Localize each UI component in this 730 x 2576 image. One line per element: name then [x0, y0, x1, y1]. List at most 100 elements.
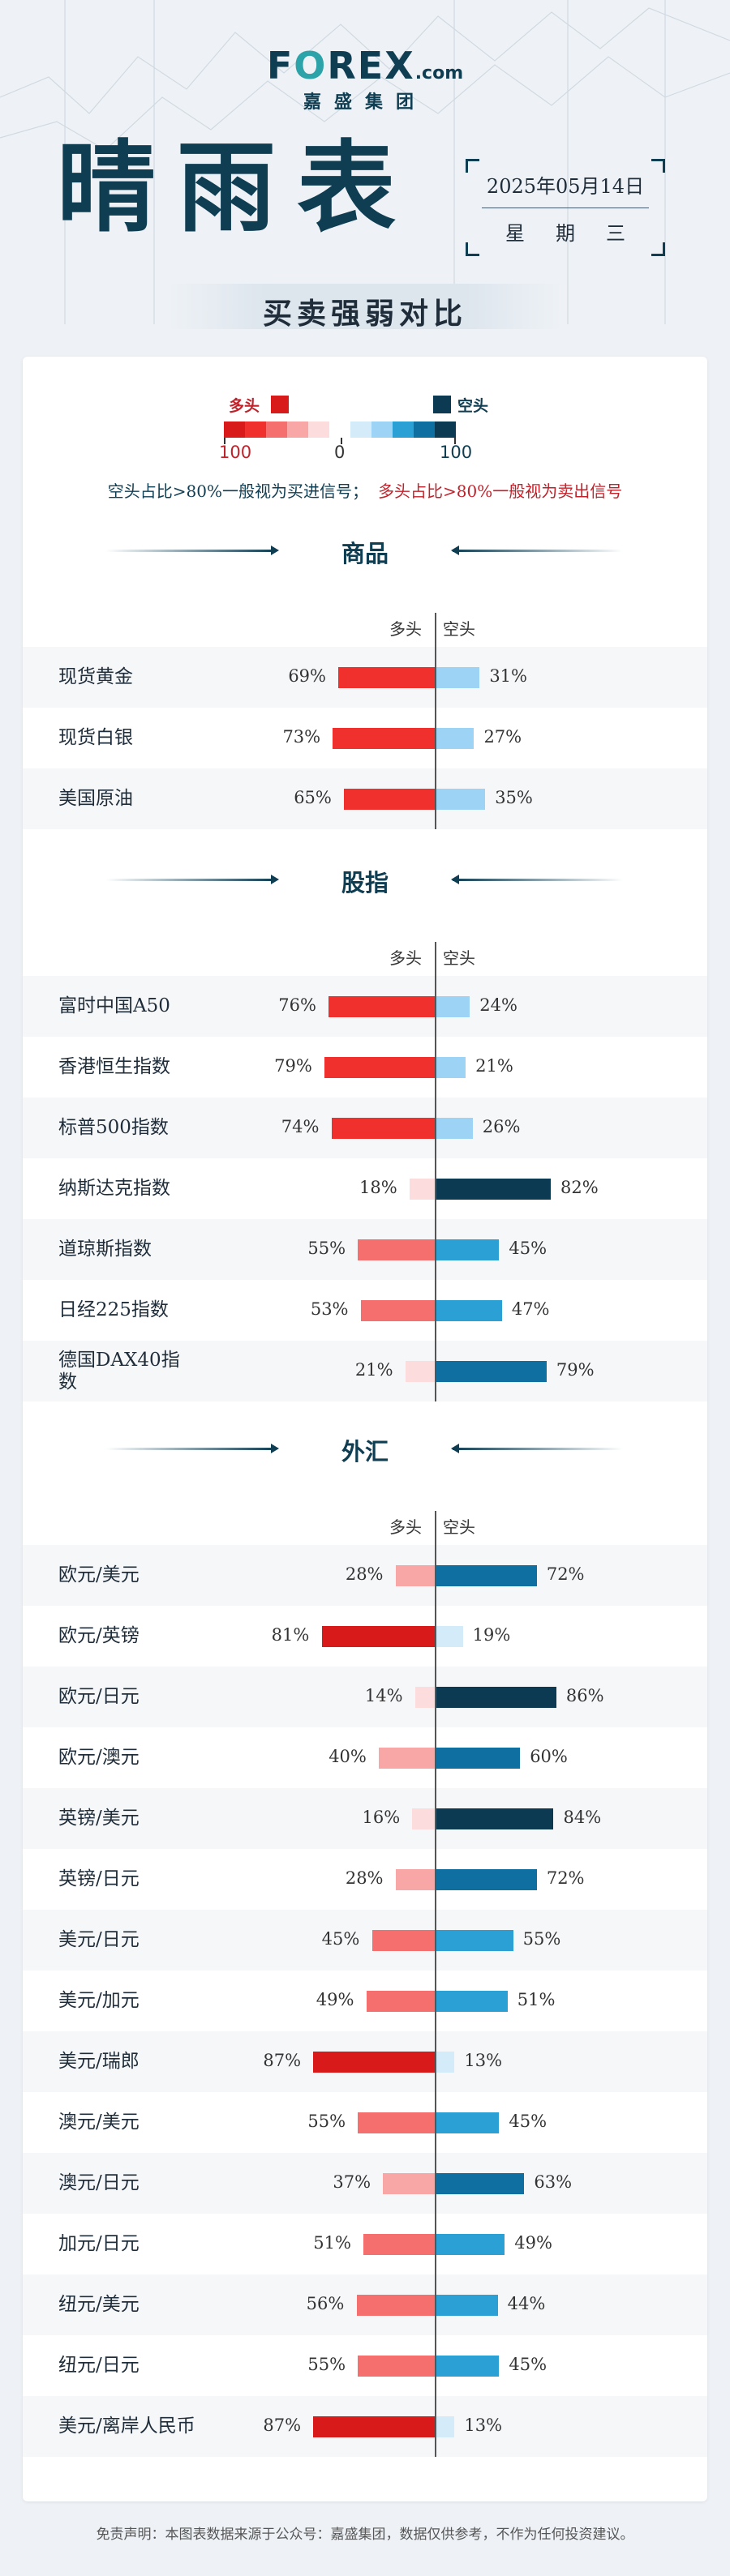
header: FOREX.com 嘉盛集团 晴雨表 2025年05月14日 星期三 买卖强弱对… [0, 0, 730, 349]
short-bar [436, 2295, 498, 2316]
short-bar [436, 1565, 537, 1586]
long-bar [360, 1300, 435, 1321]
long-percent-label: 65% [294, 788, 332, 807]
table-row: 美元/离岸人民币 87% 13% [23, 2396, 707, 2457]
long-percent-label: 76% [278, 995, 316, 1015]
short-bar [436, 1179, 552, 1200]
title-rule-right [453, 550, 623, 552]
content-card [23, 357, 707, 2501]
center-axis [435, 613, 436, 829]
instrument-name: 香港恒生指数 [58, 1056, 170, 1078]
long-percent-label: 55% [307, 2355, 346, 2374]
page-title: 晴雨表 [57, 129, 417, 246]
short-bar [436, 2052, 455, 2073]
long-bar [379, 1748, 435, 1769]
title-rule-left [105, 879, 276, 881]
weekday-text: 星期三 [505, 222, 656, 245]
short-bar [436, 1118, 473, 1139]
subtitle: 买卖强弱对比 [262, 297, 467, 331]
long-bar [358, 1239, 435, 1260]
column-header-short: 空头 [443, 619, 475, 639]
table-row: 香港恒生指数 79% 21% [23, 1037, 707, 1098]
legend-gradient-step [266, 421, 287, 438]
table-row: 道琼斯指数 55% 45% [23, 1219, 707, 1280]
table-row: 英镑/日元 28% 72% [23, 1849, 707, 1910]
long-percent-label: 53% [310, 1299, 349, 1319]
title-rule-right [453, 1448, 623, 1450]
long-bar [331, 1118, 435, 1139]
color-legend: 多头 空头 100 0 100 [219, 394, 508, 462]
short-bar [436, 1300, 502, 1321]
long-percent-label: 18% [359, 1178, 397, 1197]
long-percent-label: 87% [263, 2416, 302, 2435]
table-row: 标普500指数 74% 26% [23, 1098, 707, 1158]
short-percent-label: 31% [489, 666, 527, 686]
instrument-name: 道琼斯指数 [58, 1239, 152, 1260]
short-percent-label: 84% [563, 1808, 602, 1827]
instrument-name: 标普500指数 [58, 1117, 169, 1139]
short-percent-label: 60% [530, 1747, 568, 1766]
short-percent-label: 13% [464, 2051, 503, 2070]
short-percent-label: 72% [546, 1868, 585, 1888]
title-arrow-left [271, 1444, 279, 1453]
table-row: 纽元/日元 55% 45% [23, 2335, 707, 2396]
legend-gradient-step [393, 421, 414, 438]
long-percent-label: 56% [306, 2294, 345, 2313]
short-bar [436, 1626, 463, 1647]
long-bar [363, 2234, 435, 2255]
title-rule-left [105, 550, 276, 552]
short-bar [436, 2416, 455, 2437]
long-percent-label: 28% [345, 1564, 384, 1584]
short-percent-label: 49% [514, 2233, 552, 2253]
column-header-long: 多头 [389, 619, 422, 639]
long-percent-label: 40% [328, 1747, 367, 1766]
column-header-long: 多头 [389, 948, 422, 968]
long-bar [333, 728, 435, 749]
table-row: 欧元/美元 28% 72% [23, 1545, 707, 1606]
instrument-name: 澳元/美元 [58, 2112, 140, 2133]
short-percent-label: 24% [479, 995, 517, 1015]
instrument-name: 欧元/英镑 [58, 1625, 140, 1647]
long-bar [324, 1057, 435, 1078]
date-text: 2025年05月14日 [486, 175, 645, 198]
table-row: 欧元/英镑 81% 19% [23, 1606, 707, 1667]
instrument-name: 美元/加元 [58, 1990, 140, 2012]
long-percent-label: 37% [333, 2172, 371, 2192]
short-percent-label: 26% [482, 1117, 521, 1136]
table-row: 美元/日元 45% 55% [23, 1910, 707, 1971]
section-title: 外汇 [0, 1433, 730, 1466]
long-bar [313, 2052, 435, 2073]
legend-max-label: 100 [440, 443, 473, 462]
forex-logo[interactable]: FOREX.com [266, 44, 464, 88]
long-bar [366, 1991, 435, 2012]
short-bar [436, 2112, 500, 2133]
legend-long-label: 多头 [229, 397, 260, 415]
short-percent-label: 82% [560, 1178, 599, 1197]
long-bar [344, 789, 435, 810]
short-bar [436, 667, 480, 688]
table-row: 现货黄金 69% 31% [23, 647, 707, 708]
legend-gradient-step [308, 421, 329, 438]
note-long-signal: 多头占比>80%一般视为卖出信号 [378, 481, 623, 501]
legend-short-swatch [433, 396, 451, 413]
short-bar [436, 1991, 508, 2012]
instrument-name: 欧元/澳元 [58, 1747, 140, 1769]
long-percent-label: 81% [271, 1625, 310, 1645]
long-percent-label: 28% [345, 1868, 384, 1888]
short-bar [436, 1869, 537, 1890]
long-bar [358, 2356, 435, 2377]
short-percent-label: 63% [534, 2172, 573, 2192]
instrument-name: 美元/日元 [58, 1929, 140, 1951]
short-bar [436, 1687, 556, 1708]
table-row: 美元/加元 49% 51% [23, 1971, 707, 2031]
long-percent-label: 49% [316, 1990, 354, 2009]
instrument-name: 欧元/日元 [58, 1686, 140, 1708]
table-row: 日经225指数 53% 47% [23, 1280, 707, 1341]
short-percent-label: 27% [483, 727, 522, 747]
table-row: 欧元/日元 14% 86% [23, 1667, 707, 1727]
short-bar [436, 789, 486, 810]
table-row: 现货白银 73% 27% [23, 708, 707, 768]
instrument-name: 美元/离岸人民币 [58, 2416, 195, 2437]
long-percent-label: 14% [364, 1686, 403, 1705]
legend-gradient-step [329, 421, 350, 438]
